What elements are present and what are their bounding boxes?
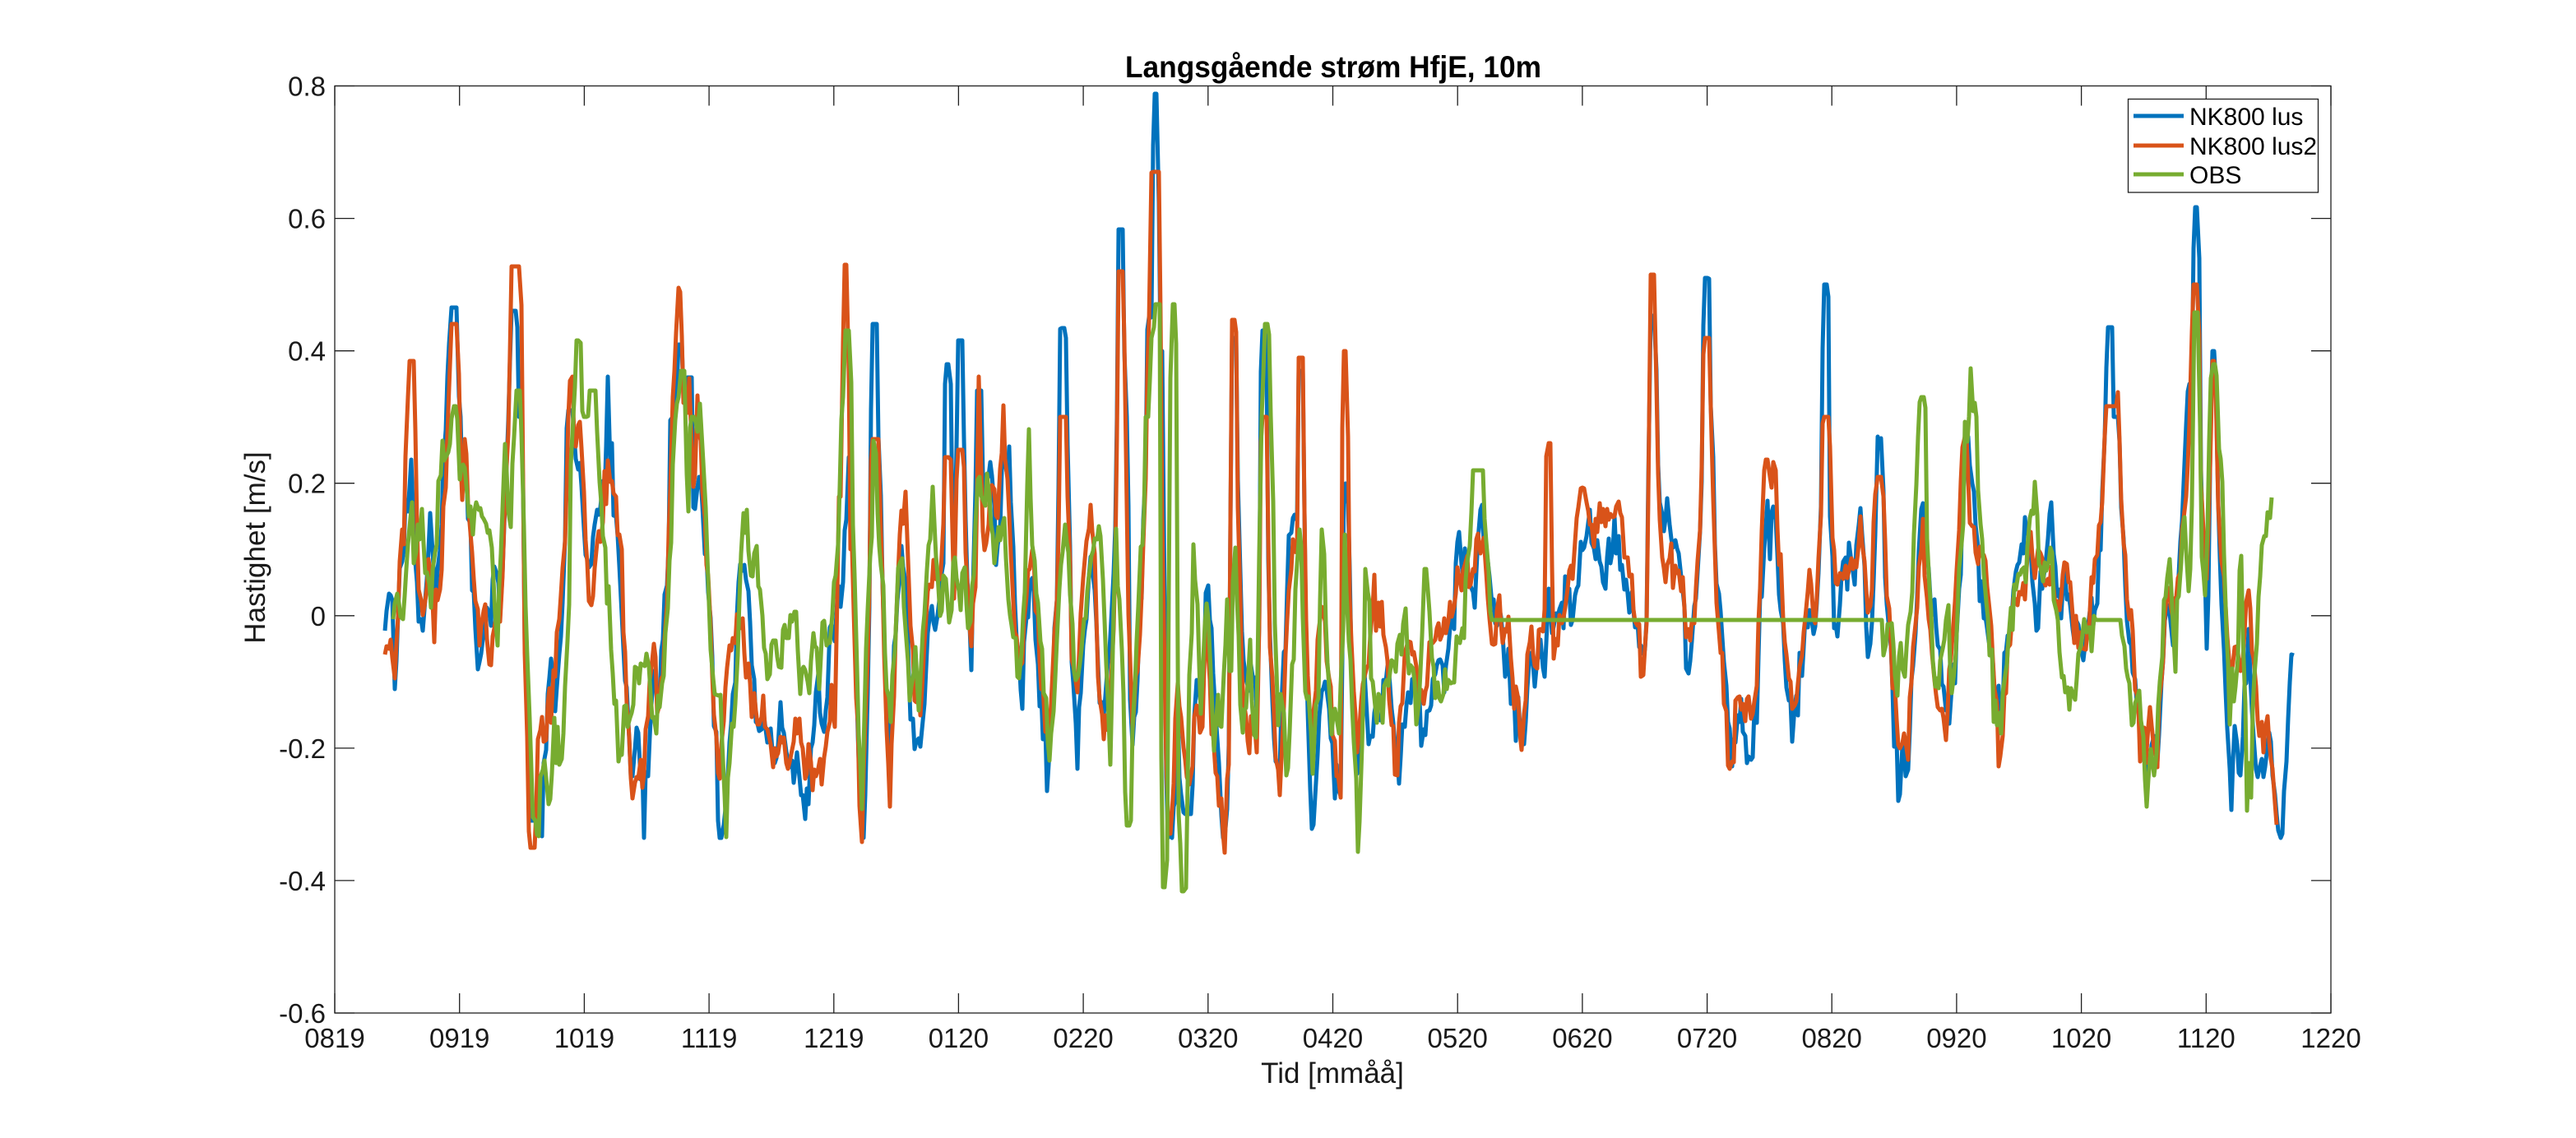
svg-text:0320: 0320 [1178,1023,1238,1053]
svg-text:0420: 0420 [1303,1023,1363,1053]
svg-text:1120: 1120 [2177,1023,2235,1053]
svg-text:0819: 0819 [304,1023,364,1053]
svg-text:0620: 0620 [1552,1023,1612,1053]
svg-text:0120: 0120 [929,1023,989,1053]
svg-text:Tid [mmåå]: Tid [mmåå] [1261,1057,1404,1089]
svg-text:-0.4: -0.4 [279,866,326,896]
svg-text:0720: 0720 [1677,1023,1737,1053]
svg-text:Hastighet [m/s]: Hastighet [m/s] [239,451,271,643]
svg-text:0520: 0520 [1427,1023,1487,1053]
svg-text:NK800 lus2: NK800 lus2 [2189,133,2317,160]
svg-text:Langsgående strøm HfjE, 10m: Langsgående strøm HfjE, 10m [1125,50,1541,84]
svg-text:NK800 lus: NK800 lus [2189,104,2303,131]
svg-text:0220: 0220 [1053,1023,1113,1053]
svg-text:0.4: 0.4 [288,336,326,367]
svg-text:1119: 1119 [681,1023,738,1053]
svg-text:0920: 0920 [1926,1023,1986,1053]
svg-text:0.2: 0.2 [288,469,326,499]
svg-text:OBS: OBS [2189,162,2241,189]
svg-text:0.6: 0.6 [288,204,326,234]
svg-text:1220: 1220 [2300,1023,2361,1053]
svg-text:1019: 1019 [554,1023,614,1053]
svg-text:0.8: 0.8 [288,72,326,102]
svg-text:1020: 1020 [2051,1023,2111,1053]
svg-text:0: 0 [311,601,326,631]
svg-text:-0.2: -0.2 [279,733,326,764]
svg-text:0820: 0820 [1801,1023,1861,1053]
svg-text:-0.6: -0.6 [279,998,326,1029]
svg-text:0919: 0919 [429,1023,489,1053]
svg-text:1219: 1219 [804,1023,864,1053]
